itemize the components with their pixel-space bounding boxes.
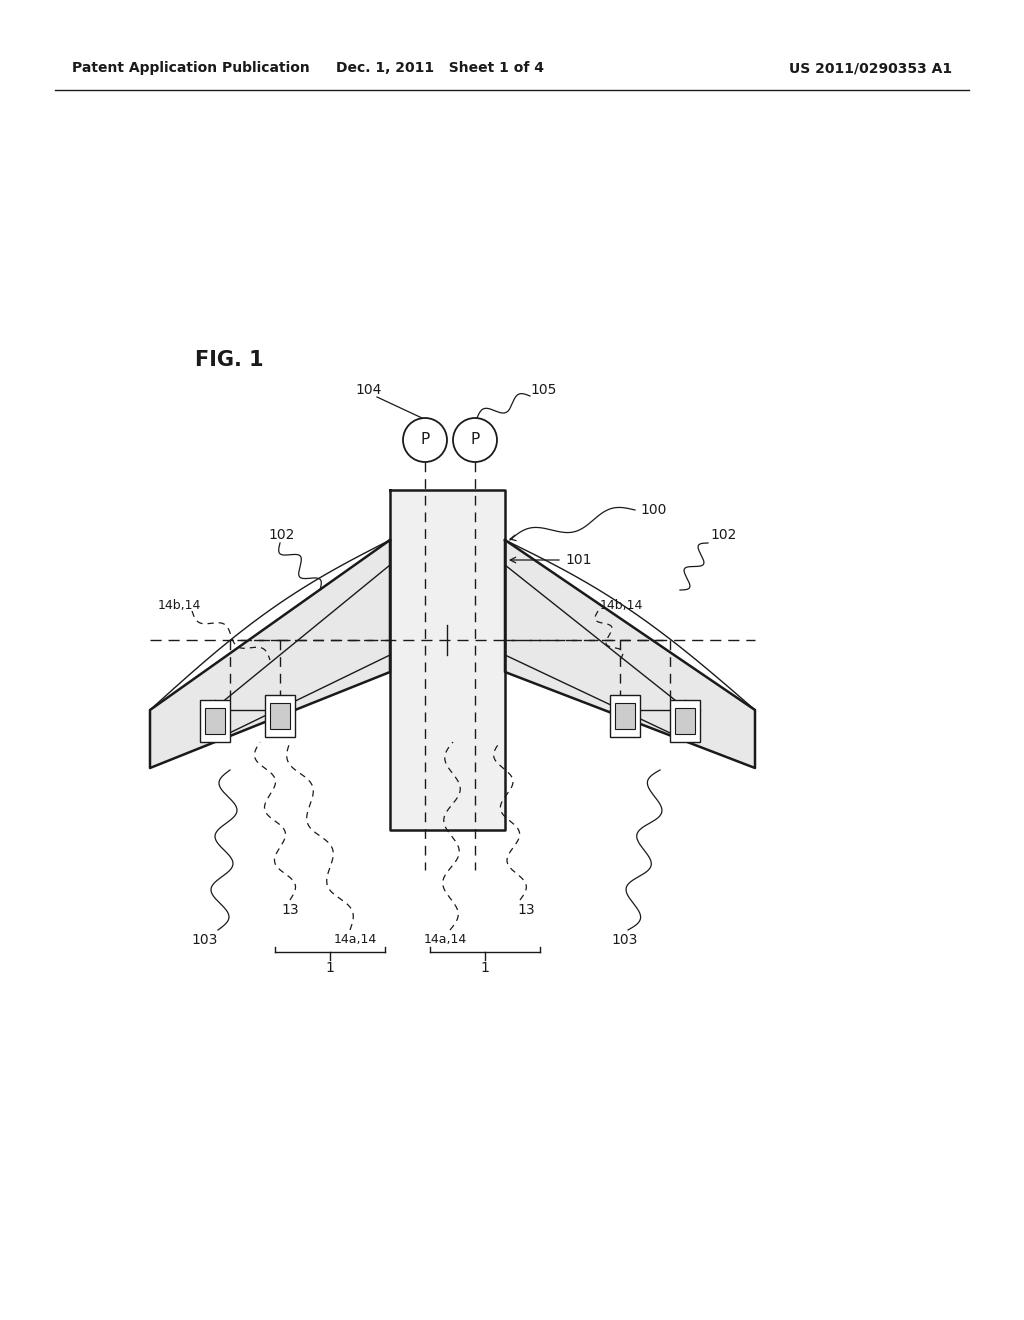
- Bar: [206, 709, 224, 734]
- Bar: [265, 696, 295, 737]
- Text: 102: 102: [268, 528, 294, 543]
- Polygon shape: [390, 490, 505, 830]
- Bar: [676, 709, 694, 734]
- Text: P: P: [470, 433, 479, 447]
- Text: 14b,14: 14b,14: [158, 598, 202, 611]
- Text: 14b,14: 14b,14: [600, 598, 643, 611]
- Text: 100: 100: [640, 503, 667, 517]
- Text: US 2011/0290353 A1: US 2011/0290353 A1: [788, 61, 952, 75]
- Bar: [270, 704, 290, 729]
- Text: 101: 101: [565, 553, 592, 568]
- Text: Patent Application Publication: Patent Application Publication: [72, 61, 309, 75]
- Text: 102: 102: [710, 528, 736, 543]
- Bar: [610, 696, 640, 737]
- Bar: [200, 700, 230, 742]
- Text: 13: 13: [517, 903, 535, 917]
- Text: P: P: [421, 433, 430, 447]
- Text: 1: 1: [480, 961, 489, 975]
- Text: 13: 13: [282, 903, 299, 917]
- Text: 103: 103: [611, 933, 638, 946]
- Polygon shape: [505, 540, 755, 768]
- Text: FIG. 1: FIG. 1: [195, 350, 263, 370]
- Text: Dec. 1, 2011   Sheet 1 of 4: Dec. 1, 2011 Sheet 1 of 4: [336, 61, 545, 75]
- Circle shape: [403, 418, 447, 462]
- Text: 14a,14: 14a,14: [423, 933, 467, 946]
- Polygon shape: [150, 540, 390, 768]
- Text: 1: 1: [326, 961, 335, 975]
- Text: 103: 103: [191, 933, 218, 946]
- Bar: [615, 704, 635, 729]
- Bar: [670, 700, 700, 742]
- Circle shape: [453, 418, 497, 462]
- Text: 104: 104: [355, 383, 381, 397]
- Text: 14a,14: 14a,14: [334, 933, 377, 946]
- Text: 105: 105: [530, 383, 556, 397]
